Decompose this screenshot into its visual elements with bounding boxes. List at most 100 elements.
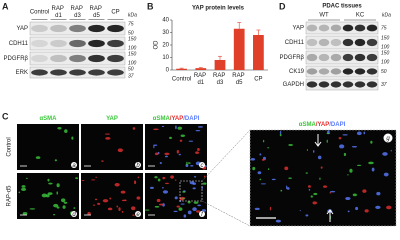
cell <box>288 144 293 146</box>
cell <box>313 192 318 196</box>
cell <box>162 190 169 194</box>
row-label: CDH11 <box>285 40 305 46</box>
blot-band <box>306 53 318 62</box>
row-label: GAPDH <box>283 82 304 88</box>
panel-letter: b <box>136 163 140 169</box>
cell <box>56 191 59 195</box>
blot-band <box>330 24 342 32</box>
cell <box>252 166 256 171</box>
panel-letter-bg <box>135 162 141 168</box>
cell <box>157 178 161 182</box>
cell <box>250 157 256 161</box>
lane-label: CP <box>111 10 119 16</box>
cell <box>137 176 140 179</box>
cell <box>349 168 353 173</box>
cell <box>193 175 197 178</box>
lane-label: RAP d3 <box>71 6 85 19</box>
blot-band <box>69 69 86 76</box>
panel-letter: d <box>72 212 76 218</box>
cell <box>41 193 48 198</box>
cell <box>93 204 95 206</box>
title-part: YAP <box>106 116 118 122</box>
bar <box>253 35 264 70</box>
title-part: /DAPI <box>183 116 199 122</box>
y-tick-label: 10 <box>162 55 169 61</box>
cell <box>363 131 366 135</box>
kda-marker: 50 <box>381 69 387 75</box>
cell <box>376 191 381 196</box>
bar <box>214 60 226 70</box>
bar <box>233 28 245 70</box>
blot-band <box>50 24 67 33</box>
row-label: YAP <box>16 26 28 32</box>
blot-band <box>306 68 318 75</box>
cell <box>323 185 328 188</box>
cell <box>383 172 389 177</box>
cell <box>288 177 292 179</box>
blot-band <box>69 54 86 63</box>
cell <box>326 132 331 134</box>
kda-marker: 50 <box>128 66 134 72</box>
x-tick-label: RAP d3 <box>213 73 227 86</box>
cell <box>87 211 91 216</box>
cell <box>118 207 121 211</box>
cell <box>94 198 98 201</box>
cell <box>75 177 79 180</box>
cell <box>196 210 201 213</box>
cell <box>114 182 120 187</box>
cell <box>195 151 200 154</box>
bar <box>176 68 187 70</box>
cell <box>187 200 191 204</box>
cell <box>197 126 204 128</box>
page: {"panel_a":{"label":"A","lanes":["Contro… <box>2 1 397 227</box>
cell <box>370 140 373 144</box>
cell <box>187 210 192 215</box>
cell <box>95 176 97 178</box>
blot-band <box>107 24 124 33</box>
blot-band <box>366 53 378 62</box>
micrograph <box>17 124 79 170</box>
kda-unit: kDa <box>382 12 391 18</box>
blot-band <box>50 54 67 63</box>
kda-unit: kDa <box>128 12 137 18</box>
panel-letter-bg <box>71 211 77 217</box>
cell <box>356 131 362 136</box>
kda-marker: 75 <box>381 25 387 31</box>
cell <box>109 197 112 200</box>
kda-marker: 150 <box>128 51 137 57</box>
blot-band <box>330 53 342 62</box>
cell <box>161 125 165 128</box>
cell <box>121 199 127 202</box>
cell <box>53 203 59 208</box>
cell <box>202 182 207 185</box>
cell <box>260 183 267 185</box>
kda-marker: 150 <box>128 36 137 42</box>
cell <box>162 176 166 180</box>
cell <box>153 128 159 131</box>
cell <box>347 174 349 176</box>
blot-band <box>366 68 378 75</box>
blot-background <box>305 65 379 78</box>
blot-band <box>31 24 48 33</box>
cell <box>254 207 260 211</box>
title-part: /YAP <box>170 116 183 122</box>
cell <box>339 144 345 149</box>
title-part: αSMA <box>39 116 57 122</box>
panel-label: A <box>2 1 9 11</box>
cell <box>345 196 351 201</box>
kda-marker: 150 <box>381 35 390 41</box>
cell <box>176 205 180 208</box>
x-tick-label: RAP d5 <box>232 73 246 86</box>
cell <box>261 158 265 161</box>
cell <box>105 137 111 140</box>
cell <box>107 207 113 211</box>
row-label: CDH11 <box>9 41 29 47</box>
cell <box>305 172 308 174</box>
cell <box>186 161 188 166</box>
blot-band <box>318 38 330 47</box>
cell <box>386 205 392 210</box>
cell <box>192 187 196 190</box>
cell <box>183 214 187 218</box>
blot-band <box>50 39 67 48</box>
